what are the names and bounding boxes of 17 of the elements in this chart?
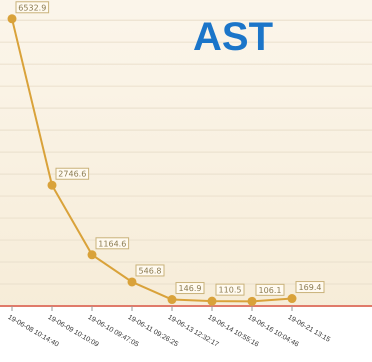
- data-label: 6532.9: [18, 3, 46, 12]
- point: [48, 180, 56, 190]
- data-label: 110.5: [218, 286, 242, 295]
- point: [208, 296, 216, 306]
- data-label: 546.8: [138, 266, 162, 276]
- data-label: 146.9: [178, 284, 202, 294]
- point: [8, 14, 16, 24]
- data-label: 2746.6: [58, 170, 86, 179]
- point: [128, 277, 136, 286]
- data-label: 1164.6: [98, 239, 126, 248]
- point: [88, 250, 96, 260]
- data-label: 169.4: [298, 283, 322, 292]
- point: [248, 296, 256, 306]
- data-label: 106.1: [258, 286, 282, 295]
- point: [288, 294, 296, 304]
- point: [168, 295, 176, 304]
- chart-title: AST: [193, 15, 273, 59]
